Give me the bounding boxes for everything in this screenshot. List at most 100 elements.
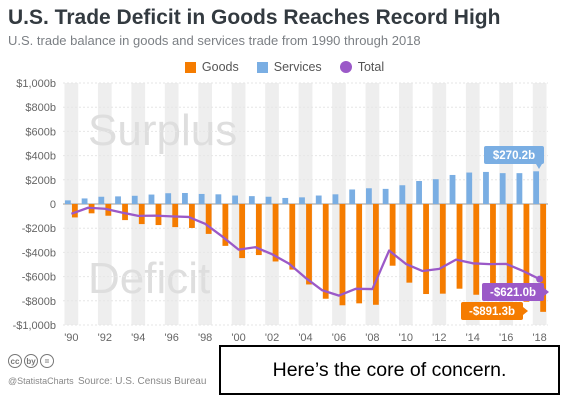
goods-bar	[138, 204, 145, 225]
legend-item-goods: Goods	[184, 60, 239, 74]
services-bar	[416, 181, 422, 204]
services-bar	[265, 196, 272, 204]
annotation-pointer	[523, 307, 528, 315]
legend-item-services: Services	[256, 60, 322, 74]
chart-subtitle: U.S. trade balance in goods and services…	[8, 33, 421, 48]
chart-legend: Goods Services Total	[0, 60, 569, 74]
goods-bar	[439, 204, 446, 294]
legend-swatch-services	[256, 61, 268, 73]
goods-bar	[306, 204, 312, 285]
y-tick-label: 0	[50, 199, 56, 211]
x-tick-label: '94	[131, 332, 145, 344]
services-bar	[516, 173, 523, 204]
x-tick-label: '98	[198, 332, 212, 344]
annotation-pointer	[536, 164, 542, 169]
services-bar	[399, 185, 406, 204]
goods-bar	[222, 204, 229, 246]
y-tick-label: -$1,000b	[13, 320, 56, 332]
services-bar	[115, 196, 121, 204]
y-tick-label: -$600b	[22, 272, 56, 284]
x-tick-label: '96	[165, 332, 179, 344]
x-tick-label: '12	[432, 332, 446, 344]
annotation-goods-label: -$891.3b	[469, 306, 515, 318]
services-bar	[81, 198, 88, 204]
chart-footer: cc by = @StatistaCharts Source: U.S. Cen…	[8, 352, 208, 392]
services-bar	[332, 194, 339, 204]
goods-bar	[406, 204, 413, 283]
annotation-services-label: $270.2b	[493, 150, 535, 162]
y-tick-label: $600b	[25, 126, 56, 138]
callout-box: Here’s the core of concern.	[219, 345, 560, 395]
goods-bar	[289, 204, 296, 270]
services-bar	[365, 188, 372, 204]
x-tick-label: '14	[466, 332, 480, 344]
goods-bar	[339, 204, 346, 306]
x-tick-label: '18	[532, 332, 546, 344]
x-tick-label: '90	[64, 332, 78, 344]
trade-balance-chart: Surplus Deficit $1,000b $800b $600b $400b $200…	[13, 78, 549, 344]
services-bar	[64, 200, 71, 204]
chart-title: U.S. Trade Deficit in Goods Reaches Reco…	[8, 6, 501, 29]
deficit-watermark: Deficit	[88, 254, 210, 303]
services-bar	[131, 195, 138, 204]
annotation-goods-box	[461, 302, 523, 320]
x-tick-label: '16	[499, 332, 513, 344]
goods-bar	[506, 204, 513, 295]
goods-bar	[239, 204, 246, 259]
statista-handle: @StatistaCharts	[8, 376, 74, 386]
goods-bar	[155, 204, 162, 226]
y-tick-label: $400b	[25, 151, 56, 163]
services-bar	[315, 195, 322, 204]
services-bar	[299, 197, 305, 204]
callout-text: Here’s the core of concern.	[272, 358, 507, 381]
surplus-watermark: Surplus	[88, 106, 237, 155]
goods-bar	[322, 204, 329, 299]
services-bar	[165, 193, 172, 204]
x-tick-label: '10	[399, 332, 413, 344]
services-bar	[466, 172, 473, 204]
annotation-services-box	[484, 146, 544, 164]
goods-bar	[255, 204, 262, 256]
goods-bar	[540, 204, 547, 312]
services-bar	[382, 188, 389, 204]
goods-bar	[189, 204, 195, 228]
annotation-total-box	[482, 283, 544, 301]
source-note: Source: U.S. Census Bureau	[78, 376, 207, 387]
services-bar	[282, 197, 289, 204]
goods-bar	[490, 204, 496, 297]
services-bar	[349, 189, 356, 204]
goods-bar	[71, 204, 78, 218]
legend-label-total: Total	[357, 60, 385, 74]
no-derivatives-icon: =	[40, 354, 54, 368]
services-bar	[198, 193, 205, 204]
services-bar	[248, 196, 255, 204]
y-tick-label: -$200b	[22, 223, 56, 235]
services-bar	[449, 174, 456, 204]
x-tick-label: '06	[332, 332, 346, 344]
license-icons: cc by =	[8, 354, 54, 368]
total-end-point	[536, 275, 544, 283]
y-tick-label: -$400b	[22, 247, 56, 259]
services-bar	[533, 171, 540, 204]
goods-bar	[205, 204, 212, 234]
y-tick-label: $200b	[25, 175, 56, 187]
goods-bar	[272, 204, 279, 262]
goods-bar	[372, 204, 379, 305]
legend-swatch-total	[339, 61, 352, 73]
services-bar	[98, 196, 105, 204]
annotation-pointer	[544, 288, 549, 296]
goods-bar	[423, 204, 429, 295]
services-bar	[499, 173, 506, 204]
y-tick-label: $800b	[25, 102, 56, 114]
legend-label-goods: Goods	[201, 60, 239, 74]
goods-bar	[389, 204, 396, 266]
x-tick-label: '02	[265, 332, 279, 344]
x-tick-label: '92	[98, 332, 112, 344]
goods-bar	[356, 204, 363, 304]
attribution-icon: by	[24, 354, 38, 368]
x-tick-label: '04	[298, 332, 312, 344]
total-line	[70, 206, 541, 297]
services-bar	[148, 194, 155, 204]
services-bar	[182, 192, 188, 204]
legend-item-total: Total	[339, 60, 385, 74]
